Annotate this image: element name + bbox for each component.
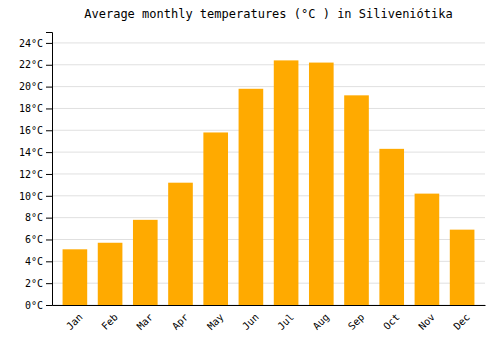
x-tick-label: Sep (346, 311, 367, 332)
y-tick-mark (46, 305, 52, 306)
x-tick-label: Jan (64, 311, 85, 332)
y-tick-label: 6°C (25, 234, 43, 245)
bar (133, 220, 158, 305)
grid-line (52, 173, 485, 174)
x-tick: Mar (135, 311, 156, 332)
x-tick: Feb (99, 311, 120, 332)
x-tick: Apr (170, 311, 191, 332)
y-tick: 10°C (19, 191, 52, 202)
bar (98, 243, 123, 305)
x-tick-label: Aug (311, 311, 332, 332)
y-tick: 16°C (19, 125, 52, 136)
y-tick: 6°C (25, 234, 52, 245)
plot: 0°C 2°C 4°C 6°C 8°C 10°C 12°C 14°C 16°C 18°C 20°C 2… (19, 33, 486, 332)
y-tick: 8°C (25, 212, 52, 223)
x-tick: Dec (451, 311, 472, 332)
bars (63, 60, 475, 305)
y-axis-line (46, 33, 53, 306)
y-tick: 22°C (19, 59, 52, 70)
bar (344, 95, 369, 305)
y-tick: 18°C (19, 103, 52, 114)
y-tick-label: 18°C (19, 103, 43, 114)
x-tick: Aug (311, 311, 332, 332)
y-tick-mark (46, 108, 52, 109)
x-tick-label: Apr (170, 311, 191, 332)
y-tick-label: 14°C (19, 147, 43, 158)
x-tick: Oct (381, 311, 402, 332)
grid-line (52, 42, 485, 43)
x-tick-label: Jun (240, 311, 261, 332)
bar (415, 194, 440, 305)
x-tick-label: Nov (416, 311, 437, 332)
y-tick-mark (46, 239, 52, 240)
grid-line (52, 64, 485, 65)
grid (52, 43, 485, 305)
bar (309, 63, 334, 305)
y-tick-label: 20°C (19, 81, 43, 92)
bar (203, 132, 228, 305)
grid-line (52, 108, 485, 109)
x-axis: Jan Feb Mar Apr May Jun Jul Aug Sep Oct Nov Dec (53, 306, 486, 332)
y-axis: 0°C 2°C 4°C 6°C 8°C 10°C 12°C 14°C 16°C 18°C 20°C 2… (19, 33, 53, 311)
bar (274, 60, 299, 305)
bar (450, 230, 475, 305)
bar (63, 249, 88, 305)
y-tick-label: 24°C (19, 38, 43, 49)
y-tick: 12°C (19, 169, 52, 180)
x-tick: Jun (240, 311, 261, 332)
y-tick-label: 8°C (25, 212, 43, 223)
grid-line (52, 86, 485, 87)
y-tick-mark (46, 87, 52, 88)
y-tick: 4°C (25, 256, 52, 267)
y-tick-mark (46, 261, 52, 262)
x-tick-label: Jul (275, 311, 296, 332)
y-tick-label: 4°C (25, 256, 43, 267)
x-tick-label: May (205, 311, 226, 332)
y-tick-label: 10°C (19, 191, 43, 202)
x-tick-label: Feb (99, 311, 120, 332)
bar (168, 183, 193, 305)
y-tick: 24°C (19, 38, 52, 49)
y-tick-mark (46, 65, 52, 66)
x-tick: Nov (416, 311, 437, 332)
grid-line (52, 152, 485, 153)
x-tick-label: Dec (451, 311, 472, 332)
chart: 0°C 2°C 4°C 6°C 8°C 10°C 12°C 14°C 16°C 18°C 20°C 2… (0, 0, 500, 350)
y-tick-label: 16°C (19, 125, 43, 136)
x-tick-label: Mar (135, 311, 156, 332)
y-tick: 14°C (19, 147, 52, 158)
y-tick-mark (46, 283, 52, 284)
grid-line (52, 130, 485, 131)
y-tick-mark (46, 152, 52, 153)
x-tick: Sep (346, 311, 367, 332)
y-tick: 2°C (25, 278, 52, 289)
y-tick-mark (46, 218, 52, 219)
y-tick-mark (46, 196, 52, 197)
y-tick: 0°C (25, 300, 52, 311)
x-tick: Jul (275, 311, 296, 332)
bar (239, 89, 264, 305)
x-tick: Jan (64, 311, 85, 332)
y-tick-mark (46, 174, 52, 175)
y-tick-label: 0°C (25, 300, 43, 311)
x-tick-label: Oct (381, 311, 402, 332)
bar (379, 149, 404, 305)
y-tick-label: 12°C (19, 169, 43, 180)
x-axis-line (53, 305, 486, 306)
y-tick-label: 22°C (19, 59, 43, 70)
y-tick-mark (46, 130, 52, 131)
x-tick: May (205, 311, 226, 332)
y-tick: 20°C (19, 81, 52, 92)
y-tick-label: 2°C (25, 278, 43, 289)
title: Average monthly temperatures (°C ) in Si… (84, 7, 452, 21)
y-tick-mark (46, 43, 52, 44)
